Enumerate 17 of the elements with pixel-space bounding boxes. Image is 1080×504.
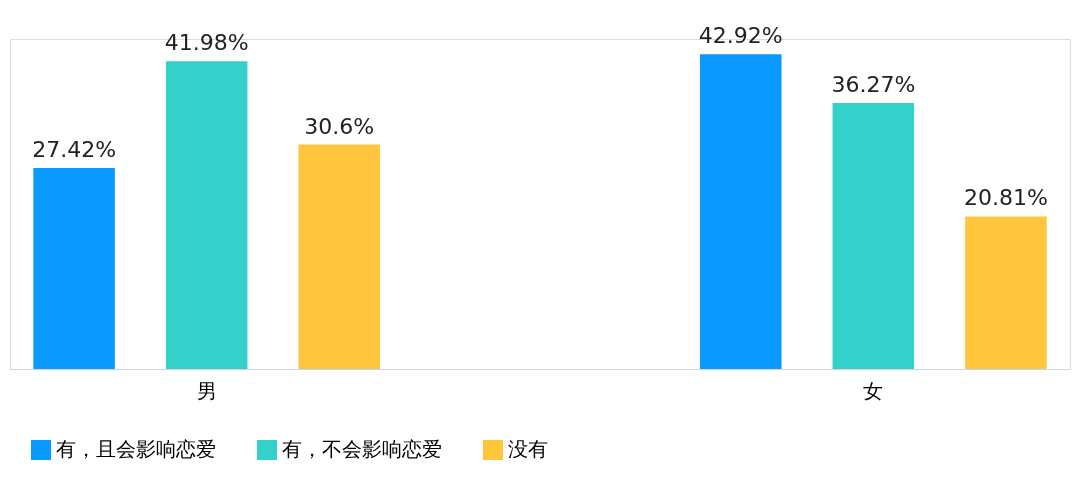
bar	[700, 54, 782, 369]
data-label: 30.6%	[304, 113, 375, 139]
legend-label: 有，且会影响恋爱	[56, 437, 216, 461]
legend-label: 有，不会影响恋爱	[282, 437, 442, 461]
data-label: 20.81%	[963, 185, 1048, 211]
legend-label: 没有	[508, 437, 548, 461]
x-tick-label: 男	[196, 378, 217, 403]
bar	[33, 167, 115, 369]
bar	[298, 144, 380, 369]
data-label: 27.42%	[32, 136, 117, 162]
data-label: 36.27%	[831, 72, 916, 98]
bar	[832, 103, 915, 369]
x-tick-label: 女	[863, 378, 884, 403]
data-label: 42.92%	[698, 23, 783, 49]
data-label: 41.98%	[164, 30, 249, 56]
bar	[165, 61, 248, 369]
bar	[965, 216, 1047, 369]
